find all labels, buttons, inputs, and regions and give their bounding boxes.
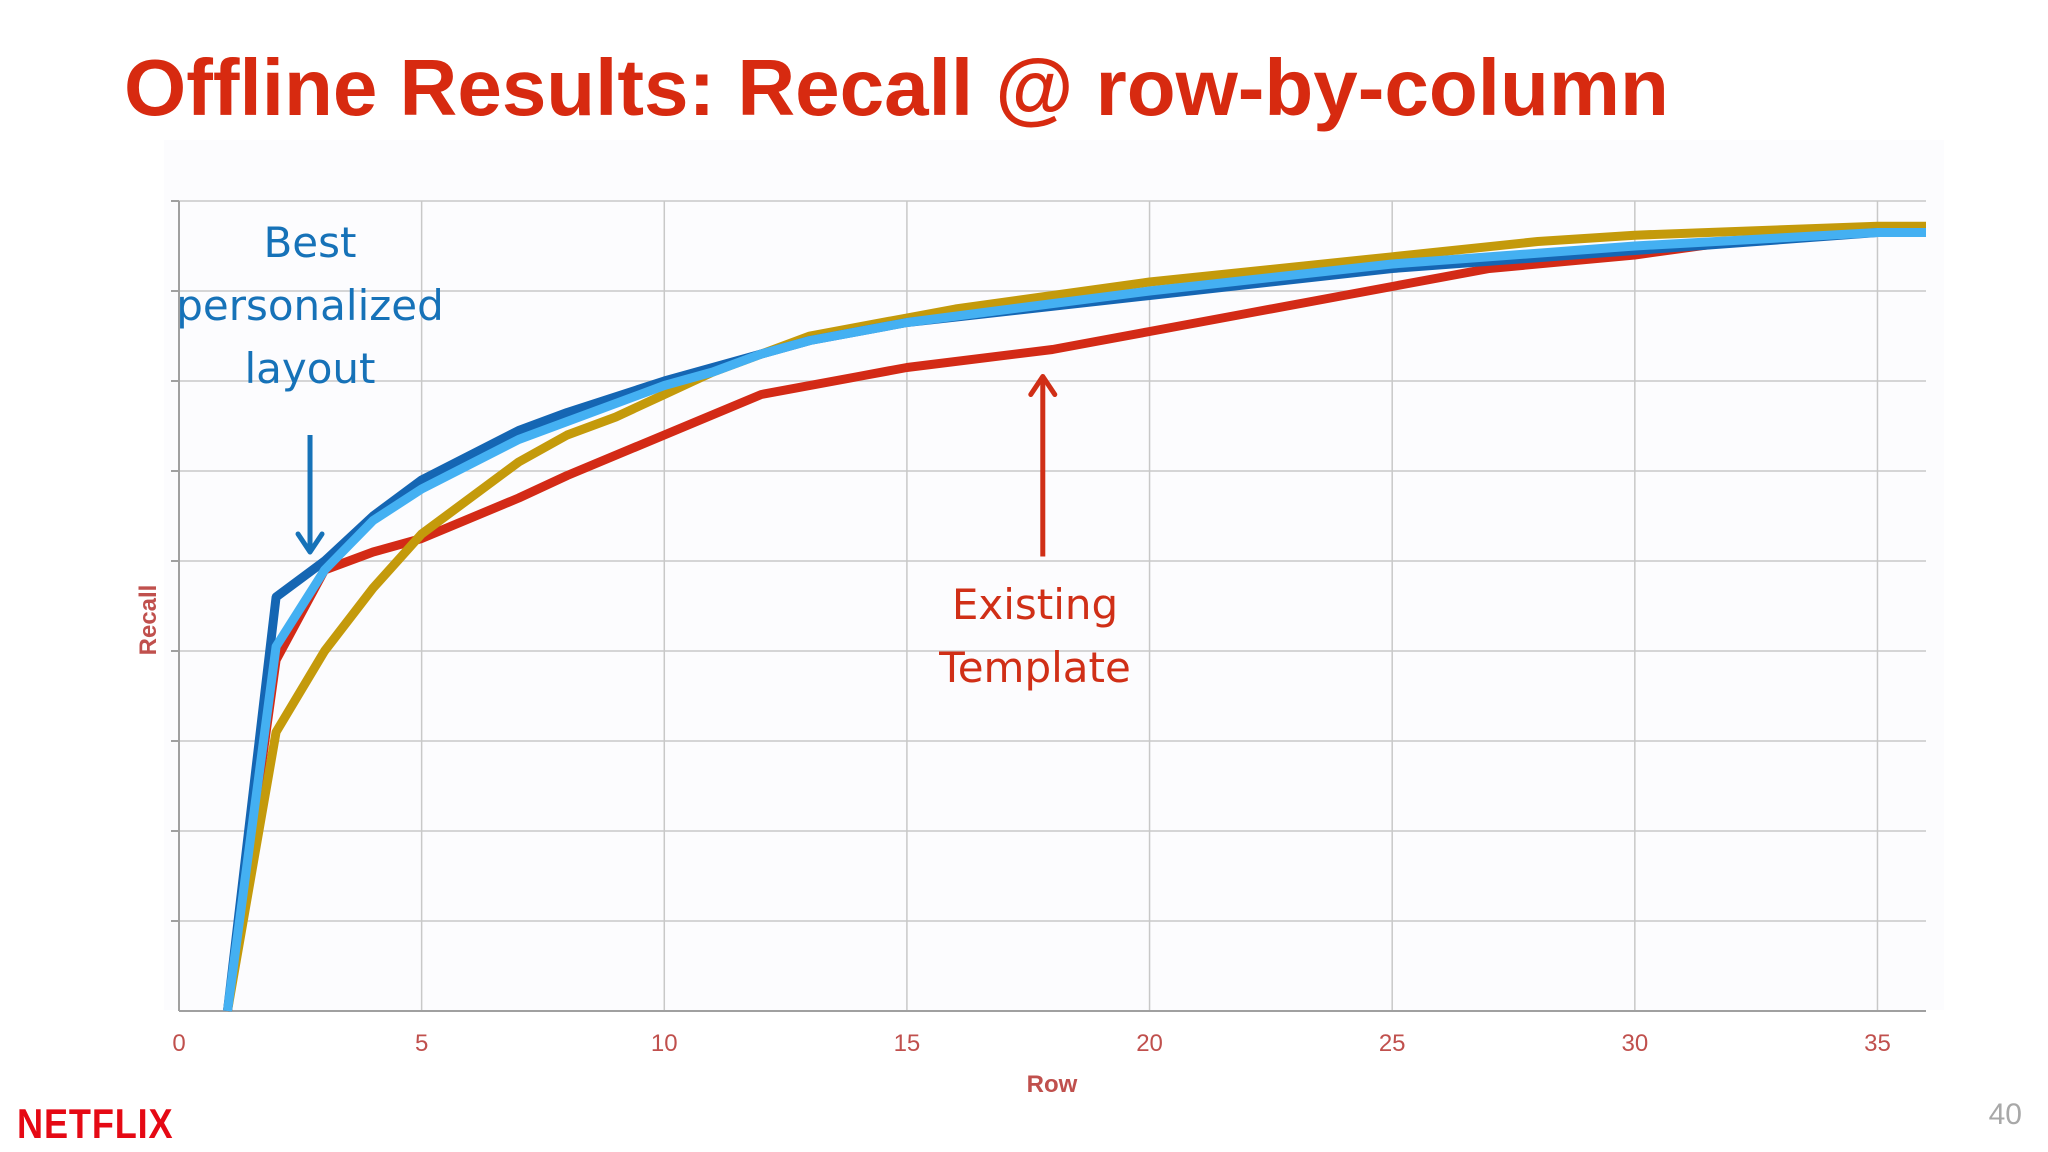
axes (171, 200, 1926, 1012)
data-series (223, 221, 1926, 1012)
x-tick-label: 30 (1621, 1030, 1648, 1057)
page-number: 40 (1988, 1098, 2022, 1131)
annotation-existing-line: Template (938, 643, 1131, 692)
x-tick-labels: 0 5 10 15 20 25 30 35 (172, 1030, 1891, 1057)
series-line-template (223, 228, 1926, 1012)
netflix-logo: NETFLIX (17, 1100, 174, 1147)
x-axis-title: Row (1027, 1071, 1078, 1098)
grid-lines (179, 200, 1926, 1011)
annotation-best-line: personalized (176, 281, 444, 330)
x-tick-label: 5 (415, 1030, 428, 1057)
x-tick-label: 15 (894, 1030, 921, 1057)
annotations: Best personalized layout Existing Template (176, 218, 1131, 692)
annotation-best-line: Best (263, 218, 356, 267)
annotation-best-arrowhead (295, 531, 325, 555)
slide-title: Offline Results: Recall @ row-by-column (124, 43, 1669, 132)
annotation-existing-arrowhead (1028, 374, 1058, 397)
x-tick-label: 10 (651, 1030, 678, 1057)
annotation-best-line: layout (244, 344, 375, 393)
annotation-existing-line: Existing (952, 580, 1118, 629)
series-line-best_light (223, 228, 1926, 1012)
plot-background (164, 140, 1944, 1010)
x-tick-label: 25 (1379, 1030, 1406, 1057)
x-tick-label: 0 (172, 1030, 185, 1057)
y-axis-title: Recall (135, 585, 162, 656)
x-tick-label: 35 (1864, 1030, 1891, 1057)
x-tick-label: 20 (1136, 1030, 1163, 1057)
